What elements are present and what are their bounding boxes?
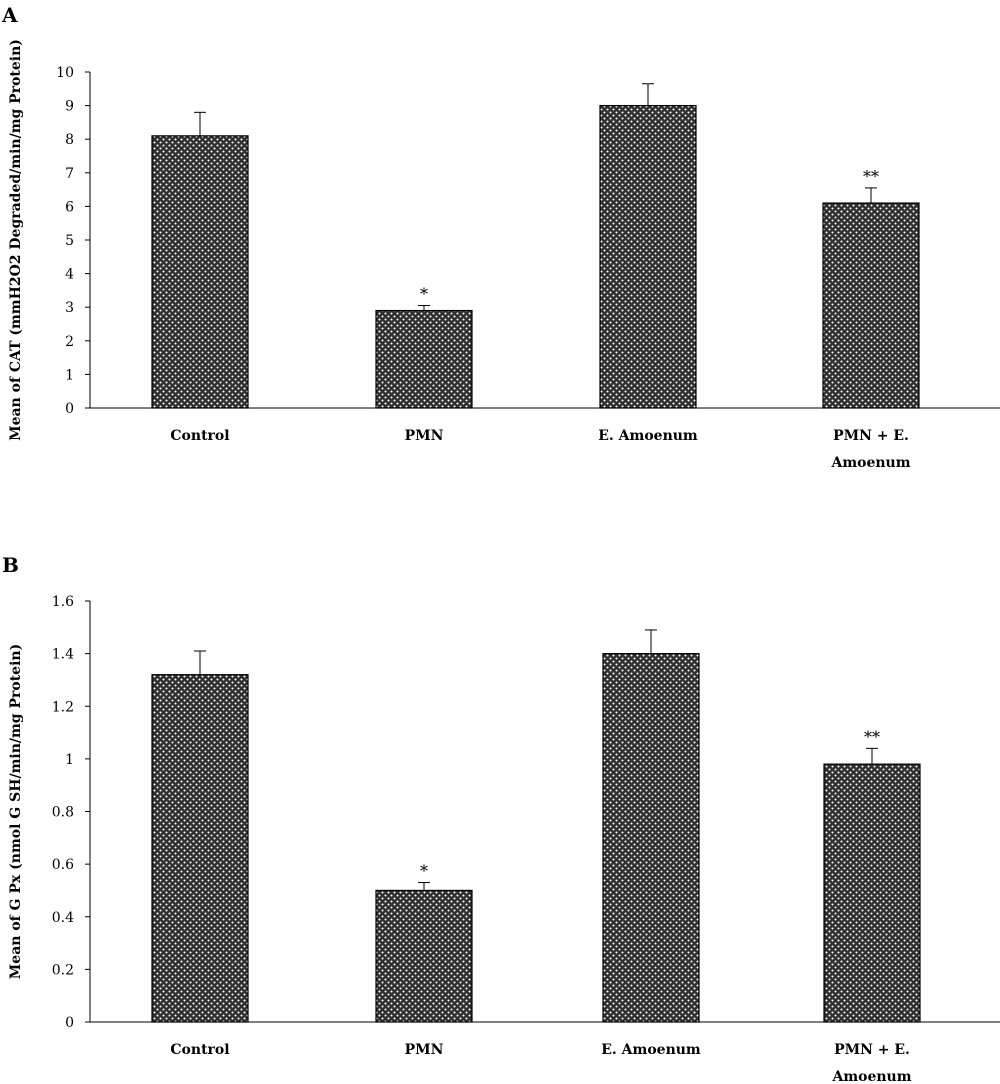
- significance-marker: *: [420, 862, 428, 881]
- category-label: Amoenum: [830, 455, 910, 471]
- y-tick-label: 0.4: [52, 910, 74, 926]
- y-tick-label: 9: [65, 99, 74, 115]
- y-tick-label: 1.2: [52, 699, 74, 715]
- y-tick-label: 3: [65, 300, 74, 316]
- significance-marker: *: [420, 285, 428, 304]
- panel-label: A: [1, 3, 18, 27]
- y-tick-label: 6: [65, 199, 74, 215]
- bar: [152, 136, 248, 408]
- bar: [152, 675, 248, 1022]
- bar: [824, 764, 920, 1022]
- category-label: Amoenum: [831, 1069, 911, 1084]
- bar: [376, 311, 472, 408]
- y-tick-label: 1: [65, 752, 74, 768]
- y-tick-label: 0.2: [52, 962, 74, 978]
- y-tick-label: 0: [65, 1015, 74, 1031]
- category-label: Control: [170, 1042, 229, 1058]
- category-label: PMN: [405, 428, 444, 444]
- bar: [376, 890, 472, 1022]
- bar: [823, 203, 919, 408]
- y-axis-title: Mean of G Px (nmol G SH/min/mg Protein): [8, 644, 24, 979]
- category-label: PMN: [405, 1042, 444, 1058]
- category-label: PMN + E.: [833, 428, 909, 444]
- figure: A012345678910Mean of CAT (mmH2O2 Degrade…: [0, 0, 1000, 1084]
- y-tick-label: 0.6: [52, 857, 74, 873]
- significance-marker: **: [863, 167, 879, 186]
- y-axis-title: Mean of CAT (mmH2O2 Degraded/min/mg Prot…: [8, 39, 24, 441]
- category-label: E. Amoenum: [601, 1042, 701, 1058]
- bar: [603, 654, 699, 1022]
- y-tick-label: 7: [65, 166, 74, 182]
- y-tick-label: 8: [65, 132, 74, 148]
- panel-label: B: [2, 553, 19, 577]
- y-tick-label: 1: [65, 367, 74, 383]
- y-tick-label: 0.8: [52, 805, 74, 821]
- y-tick-label: 2: [65, 334, 74, 350]
- y-tick-label: 1.4: [52, 647, 74, 663]
- category-label: E. Amoenum: [598, 428, 698, 444]
- y-tick-label: 10: [56, 65, 74, 81]
- chart-panel-a: A 0 1 2 3 4 5 6 7 8 9 10 Mean of CAT (mmH2O2 Degrade…: [1, 3, 1000, 471]
- y-tick-label: 0: [65, 401, 74, 417]
- significance-marker: **: [864, 727, 880, 746]
- bar: [600, 106, 696, 408]
- y-tick-label: 5: [65, 233, 74, 249]
- y-tick-label: 4: [65, 267, 74, 283]
- category-label: Control: [170, 428, 229, 444]
- chart-panel-b: B 0 0.2 0.4 0.6 0.8 1 1.2 1.4 1.6 Mean of G Px (nm…: [2, 553, 1000, 1084]
- y-tick-label: 1.6: [52, 594, 74, 610]
- category-label: PMN + E.: [834, 1042, 910, 1058]
